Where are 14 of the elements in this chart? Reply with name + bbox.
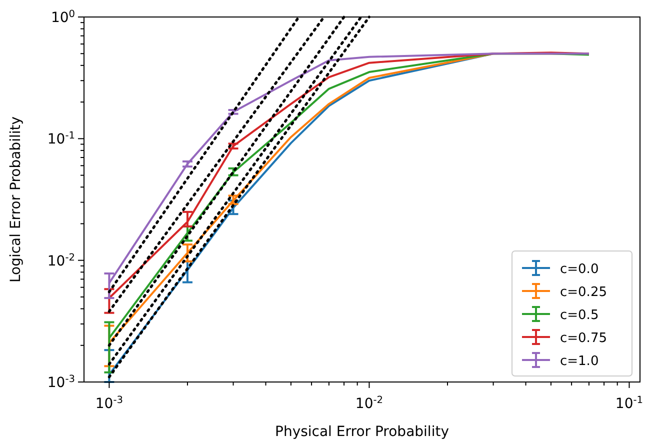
legend-label: c=0.75 bbox=[560, 331, 607, 346]
legend-label: c=1.0 bbox=[560, 354, 599, 369]
y-axis-title: Logical Error Probability bbox=[8, 116, 24, 283]
x-axis-title: Physical Error Probability bbox=[275, 424, 449, 440]
y-tick-label: 10$^{0}$ bbox=[50, 8, 75, 26]
y-tick-label: 10$^{-1}$ bbox=[47, 130, 75, 148]
x-tick-label: 10$^{-3}$ bbox=[95, 394, 124, 412]
y-tick-label: 10$^{-3}$ bbox=[47, 374, 75, 391]
legend-label: c=0.5 bbox=[560, 308, 599, 323]
x-tick-label: 10$^{-2}$ bbox=[355, 394, 384, 412]
x-tick-label: 10$^{-1}$ bbox=[615, 394, 644, 412]
y-tick-label: 10$^{-2}$ bbox=[47, 252, 75, 270]
legend-label: c=0.25 bbox=[560, 285, 607, 300]
legend-label: c=0.0 bbox=[560, 262, 599, 277]
